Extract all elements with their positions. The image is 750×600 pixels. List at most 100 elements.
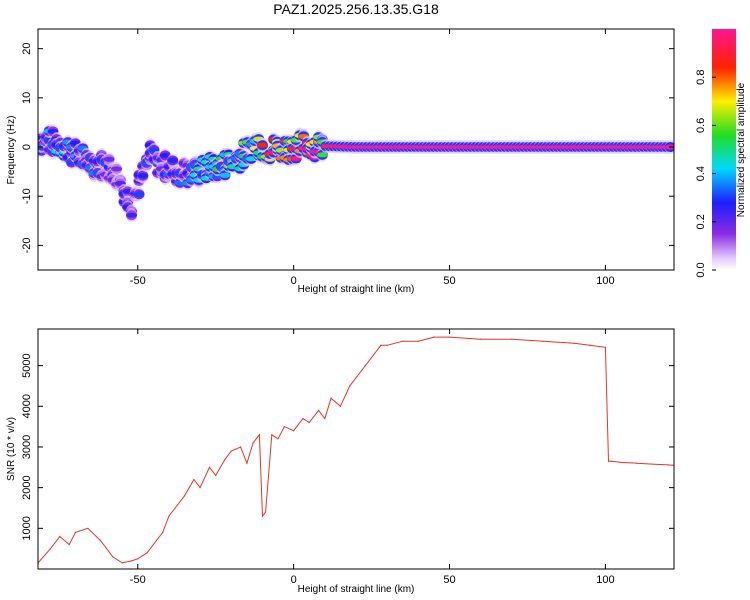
y-tick-label: 2000 (21, 475, 33, 499)
snr-data-point (68, 543, 70, 546)
snr-data-point (112, 556, 114, 558)
snr-data-point (448, 336, 451, 338)
snr-data-point (174, 507, 176, 509)
colorbar-label: Normalized spectral amplitude (736, 82, 747, 217)
spectrogram-y-ticks: -20 -10 0 10 20 (21, 43, 674, 253)
snr-data-point (635, 462, 638, 464)
colorbar-tick-label: 0.6 (695, 118, 707, 133)
snr-data-point (607, 460, 610, 462)
spectral-blob (111, 166, 123, 172)
colorbar: 0.0 0.2 0.4 0.6 0.8 Normalized spectral ampl… (695, 29, 747, 278)
spectrogram-x-ticks: -50 0 50 100 (130, 29, 615, 287)
snr-y-axis-label: SNR (10 * v/v) (6, 417, 17, 481)
colorbar-gradient (712, 29, 736, 270)
snr-plot-area (38, 336, 674, 564)
colorbar-tick-label: 0.4 (695, 166, 707, 181)
snr-data-point (293, 430, 295, 432)
snr-data-point (215, 474, 217, 477)
colorbar-tick-label: 0.0 (695, 262, 707, 277)
y-tick-label: -10 (21, 188, 33, 204)
snr-data-point (183, 495, 186, 497)
snr-data-point (480, 338, 482, 340)
y-tick-label: 0 (21, 144, 33, 150)
chart-title: PAZ1.2025.256.13.35.G18 (273, 1, 439, 17)
x-tick-label: 50 (443, 275, 455, 287)
snr-data-point (651, 463, 653, 465)
y-tick-label: 5000 (21, 353, 33, 377)
snr-data-point (317, 409, 320, 411)
snr-data-point (433, 336, 435, 338)
snr-data-point (364, 365, 366, 367)
spectral-blob (103, 156, 115, 162)
snr-frame (37, 328, 675, 570)
spectral-blob (126, 212, 138, 218)
snr-data-point (511, 338, 513, 340)
snr-data-point (542, 340, 544, 342)
spectral-blob (159, 152, 171, 159)
snr-data-point (49, 548, 52, 550)
snr-data-point (355, 377, 357, 379)
snr-x-ticks: -50 0 50 100 (130, 329, 615, 586)
snr-data-point (277, 438, 279, 440)
snr-data-point (380, 344, 382, 346)
snr-data-point (620, 461, 622, 464)
x-tick-label: -50 (130, 275, 146, 287)
snr-data-point (240, 446, 242, 448)
spectral-blob (137, 173, 149, 179)
snr-data-point (168, 515, 170, 517)
snr-panel: -50 0 50 100 1000 2000 3000 4000 5000 Height of… (6, 328, 675, 595)
y-tick-label: 4000 (21, 394, 33, 418)
spectral-blob (219, 172, 231, 178)
y-tick-label: 3000 (21, 435, 33, 459)
y-tick-label: 1000 (21, 516, 33, 540)
spectral-blob (133, 191, 145, 197)
x-tick-label: -50 (130, 574, 146, 586)
snr-series-line (38, 336, 674, 564)
x-tick-label: 0 (291, 275, 297, 287)
x-tick-label: 0 (291, 574, 297, 586)
snr-data-point (155, 539, 158, 542)
snr-data-point (573, 342, 575, 344)
snr-data-point (324, 417, 326, 420)
snr-data-point (99, 539, 101, 542)
snr-x-axis-label: Height of straight line (km) (298, 584, 415, 595)
y-tick-label: 10 (21, 92, 33, 104)
snr-data-point (667, 464, 669, 466)
snr-y-ticks: 1000 2000 3000 4000 5000 (21, 353, 674, 541)
snr-data-point (146, 552, 148, 554)
spectrogram-y-axis-label: Frequency (Hz) (6, 116, 17, 185)
snr-data-point (252, 442, 254, 444)
snr-data-point (283, 426, 285, 428)
snr-data-point (386, 344, 388, 346)
snr-data-point (208, 466, 211, 468)
snr-data-point (258, 434, 260, 436)
snr-data-point (162, 531, 164, 533)
snr-data-point (349, 385, 351, 387)
snr-data-point (246, 462, 248, 464)
snr-data-point (589, 344, 591, 346)
colorbar-tick-label: 0.8 (695, 70, 707, 85)
x-tick-label: 100 (596, 574, 614, 586)
snr-data-point (87, 527, 89, 529)
snr-data-point (264, 511, 267, 513)
snr-data-point (261, 515, 264, 517)
spectral-blob (256, 142, 268, 148)
snr-data-point (611, 460, 613, 462)
snr-data-point (230, 450, 232, 452)
snr-data-point (59, 535, 61, 538)
snr-data-point (330, 397, 332, 399)
snr-data-point (199, 487, 201, 489)
snr-data-point (308, 421, 310, 424)
snr-data-point (417, 340, 419, 342)
x-tick-label: 50 (443, 574, 455, 586)
snr-data-point (193, 478, 195, 481)
snr-data-point (130, 560, 133, 562)
snr-data-point (402, 340, 404, 342)
snr-data-point (302, 417, 304, 420)
snr-data-point (121, 562, 123, 564)
spectrogram-image (38, 124, 674, 223)
snr-data-point (137, 558, 139, 560)
snr-data-point (74, 531, 77, 533)
spectrogram-x-axis-label: Height of straight line (km) (298, 284, 415, 295)
